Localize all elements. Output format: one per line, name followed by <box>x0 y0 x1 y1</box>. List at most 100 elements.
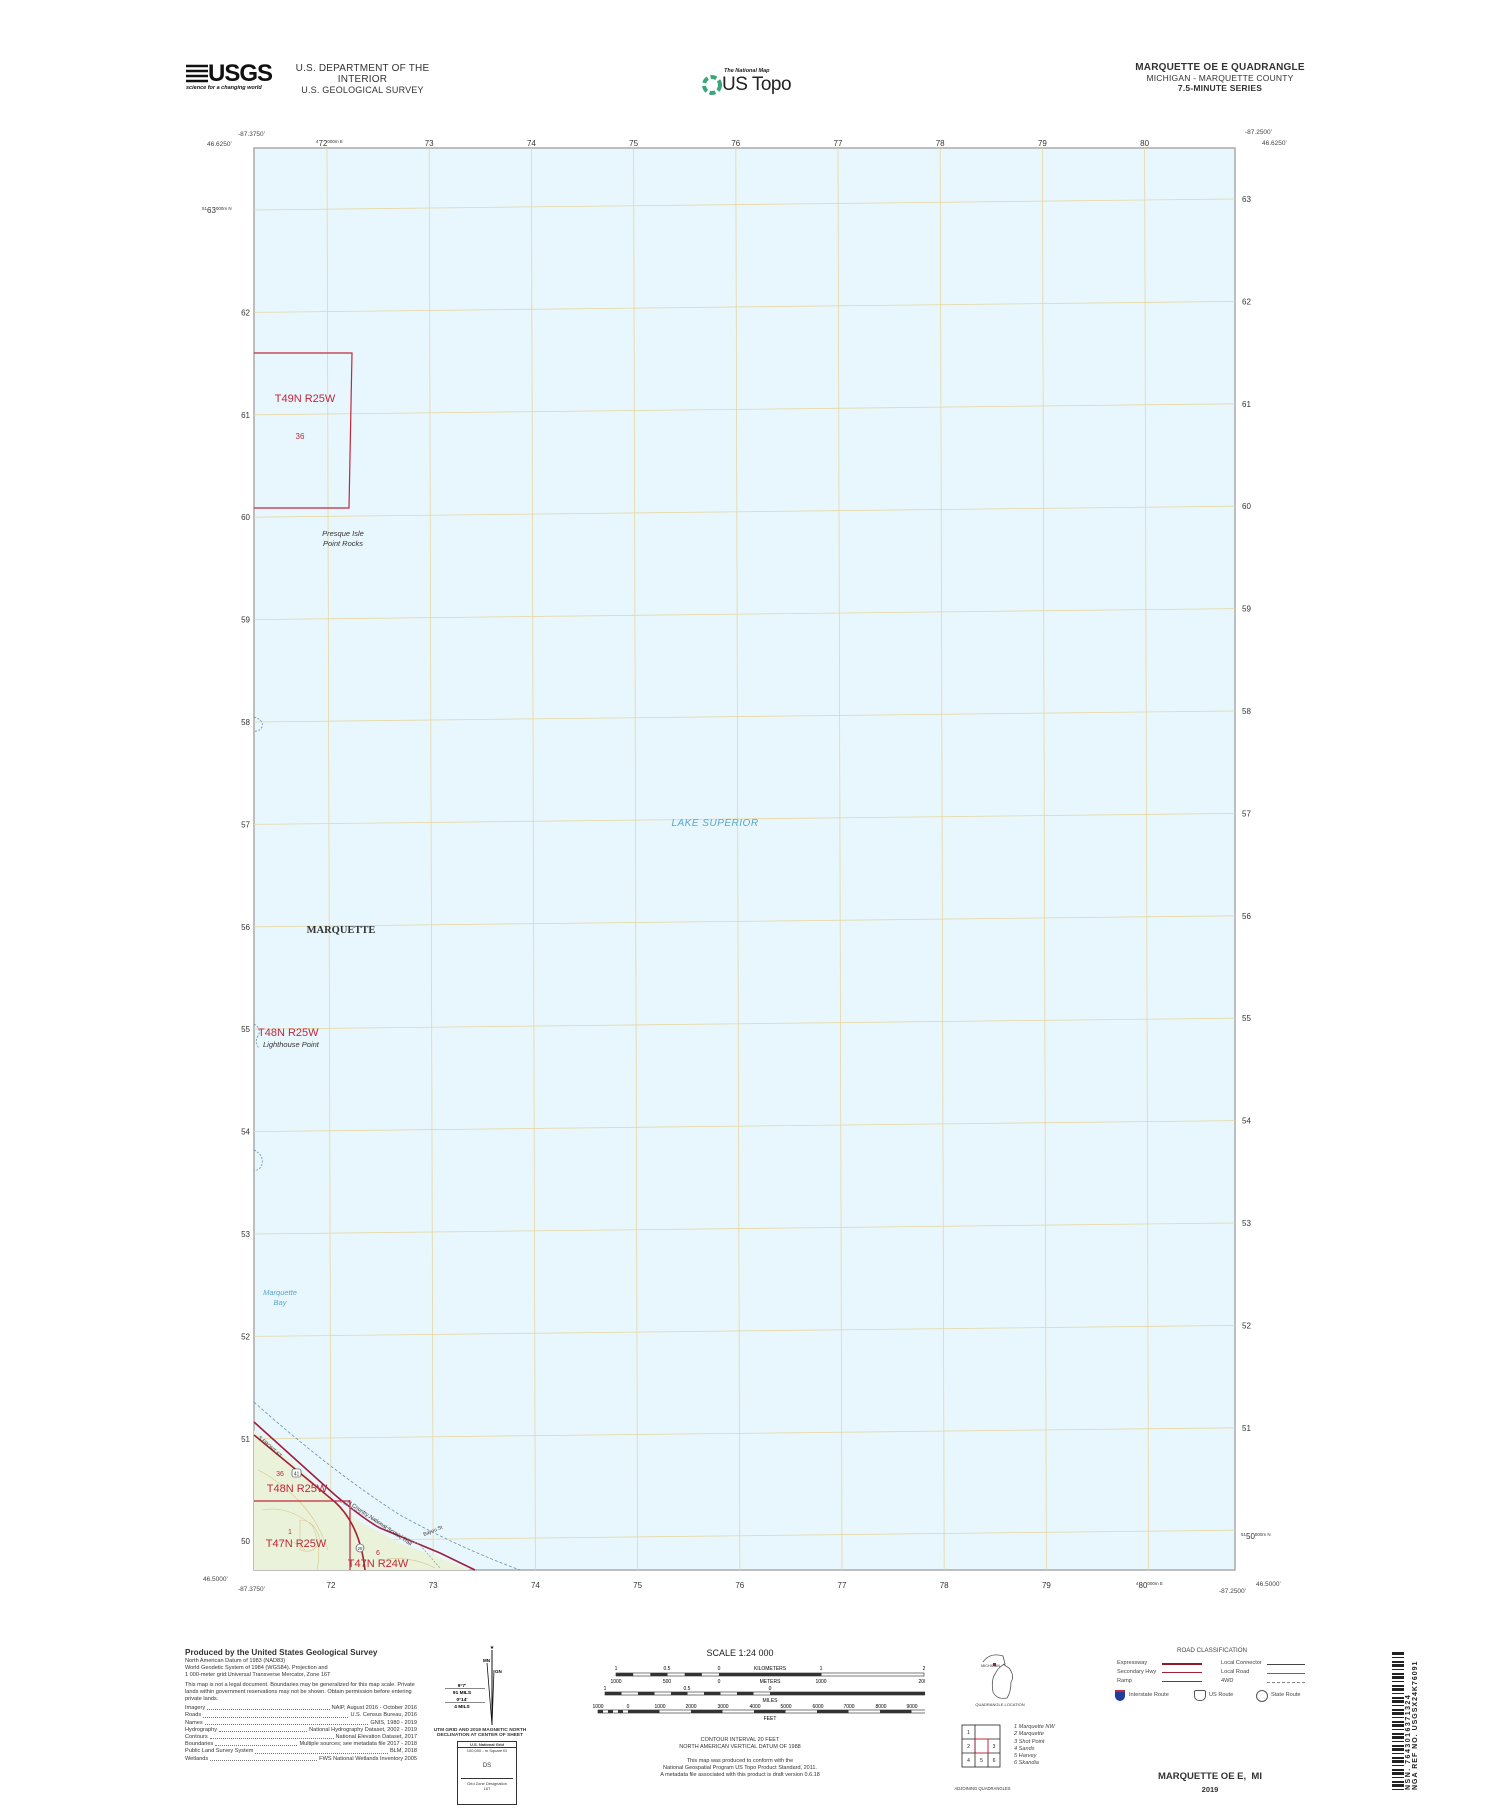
scale-segment <box>880 1710 912 1713</box>
scale-tick: 0 <box>769 1686 772 1692</box>
usng-square: DS <box>482 1763 492 1769</box>
northing-tick: 52 <box>1242 1321 1251 1330</box>
us-route-shield-icon <box>291 1468 302 1478</box>
svg-text:480000m E: 480000m E <box>1136 1581 1163 1590</box>
usng-square-label: 100,000 - m Square ID <box>466 1748 508 1753</box>
grid-line-northing <box>253 1222 1236 1235</box>
corner-lat: 46.5000' <box>203 1576 228 1583</box>
grid-line-easting <box>1144 147 1149 1571</box>
grid-line-northing <box>253 1325 1236 1337</box>
corner-lon: -87.2500' <box>1245 129 1272 136</box>
local-road-symbol <box>1267 1673 1305 1674</box>
ramp-symbol <box>1162 1681 1202 1682</box>
legend-label: Secondary Hwy <box>1117 1669 1157 1675</box>
northing-prefix: 51 <box>1241 1532 1247 1537</box>
produced-by: Produced by the United States Geological… <box>185 1648 378 1657</box>
declination-mils: 4 MILS <box>454 1704 470 1710</box>
scale-tick: 9000 <box>906 1704 917 1710</box>
scale-segment <box>754 1710 786 1713</box>
source-row: Boundaries Multiple sources; see metadata… <box>185 1741 417 1748</box>
scale-segment <box>598 1710 603 1713</box>
contour-lines <box>257 1469 436 1571</box>
department-name: U.S. DEPARTMENT OF THE INTERIOR <box>295 63 430 85</box>
northing-last: 50 <box>1246 1532 1255 1541</box>
northing-tick: 59 <box>241 616 250 625</box>
scale-tick: 2000 <box>685 1704 696 1710</box>
source-value: BLM, 2018 <box>389 1748 417 1755</box>
section-label: 1 <box>288 1529 292 1536</box>
source-row: Roads U.S. Census Bureau, 2016 <box>185 1712 417 1719</box>
northing-tick: 53 <box>1242 1219 1251 1228</box>
svg-text:472000m E: 472000m E <box>316 139 343 148</box>
datum-line: World Geodetic System of 1984 (WGS84). P… <box>185 1665 328 1672</box>
scale-segment <box>704 1692 721 1695</box>
quad-title: MARQUETTE OE E QUADRANGLE <box>1135 62 1305 73</box>
declination-angle: 9°7' <box>458 1683 466 1689</box>
usgs-wave-icon <box>186 64 208 83</box>
source-name: Imagery <box>185 1705 206 1712</box>
usng-zone: 16T <box>483 1786 491 1791</box>
scale-segment <box>737 1692 754 1695</box>
bay-label: Bay <box>274 1298 288 1307</box>
northing-tick: 60 <box>1242 502 1251 511</box>
declination-caption: UTM GRID AND 2019 MAGNETIC NORTH <box>433 1728 527 1733</box>
grid-line-northing <box>253 505 1236 518</box>
northing-tick: 62 <box>1242 297 1251 306</box>
northing-first: 63 <box>207 206 216 215</box>
easting-tick: 77 <box>838 1581 847 1590</box>
utm-grid <box>253 147 1236 1571</box>
4wd-symbol <box>1267 1682 1305 1683</box>
scale-segment <box>684 1673 702 1676</box>
vertical-datum: NORTH AMERICAN VERTICAL DATUM OF 1988 <box>679 1744 801 1750</box>
scale-tick: 2000 <box>918 1679 925 1685</box>
lake-label: LAKE SUPERIOR <box>671 818 758 829</box>
northing-suffix: 000m N <box>216 206 232 211</box>
legend-label: Interstate Route <box>1129 1692 1169 1698</box>
easting-tick: 75 <box>629 139 638 148</box>
township-line-h <box>254 1500 351 1570</box>
township-boundary-t49n <box>254 352 353 509</box>
road-front-st <box>253 1421 476 1571</box>
source-row: Wetlands FWS National Wetlands Inventory … <box>185 1756 417 1763</box>
source-name: Contours <box>185 1734 208 1741</box>
place-label: Presque Isle <box>322 529 364 538</box>
northing-tick: 60 <box>241 513 250 522</box>
gn-label: GN <box>495 1669 502 1674</box>
grid-line-easting <box>1042 147 1047 1571</box>
northing-tick: 56 <box>1242 912 1251 921</box>
scale-tick: 1000 <box>592 1704 603 1710</box>
nga-ref: NGA REF NO. USGSX24K76091 <box>1412 1660 1419 1790</box>
section-label: 6 <box>376 1550 380 1557</box>
scale-segment <box>650 1673 668 1676</box>
easting-tick: 77 <box>834 139 843 148</box>
grid-line-northing <box>253 1120 1236 1132</box>
scale-tick: 0 <box>718 1679 721 1685</box>
scale-segment <box>616 1673 634 1676</box>
grid-line-easting <box>326 147 332 1571</box>
township-label: T49N R25W <box>275 393 336 405</box>
grid-line-northing <box>253 608 1236 620</box>
adjoining-name: 3 Shot Point <box>1014 1738 1045 1745</box>
scale-tick: 1000 <box>815 1679 826 1685</box>
scale-unit-label: METERS <box>760 1679 782 1685</box>
grid-line-easting <box>939 147 945 1571</box>
declination-caption: DECLINATION AT CENTER OF SHEET <box>437 1733 523 1738</box>
usgs-wordmark: USGS <box>207 60 273 87</box>
grid-north-line <box>491 1669 495 1726</box>
adjoining-name: 4 Sands <box>1014 1745 1035 1752</box>
barcode-bars <box>1392 1650 1404 1790</box>
scale-tick: 6000 <box>812 1704 823 1710</box>
scale-tick: 1000 <box>610 1679 621 1685</box>
scale-segment <box>618 1710 623 1713</box>
source-name: Roads <box>185 1712 202 1719</box>
corner-coordinates: -87.3750' 46.6250' -87.2500' 46.6250' 46… <box>203 129 1287 1595</box>
nsn-number: NSN. 7643016371324 <box>1405 1693 1412 1790</box>
source-value: National Elevation Dataset, 2017 <box>335 1734 417 1741</box>
quad-location-marker <box>993 1663 996 1666</box>
adjoining-cell: 6 <box>993 1758 996 1764</box>
scale-segment <box>671 1692 688 1695</box>
location-caption: QUADRANGLE LOCATION <box>975 1702 1025 1707</box>
scale-tick: 5000 <box>780 1704 791 1710</box>
